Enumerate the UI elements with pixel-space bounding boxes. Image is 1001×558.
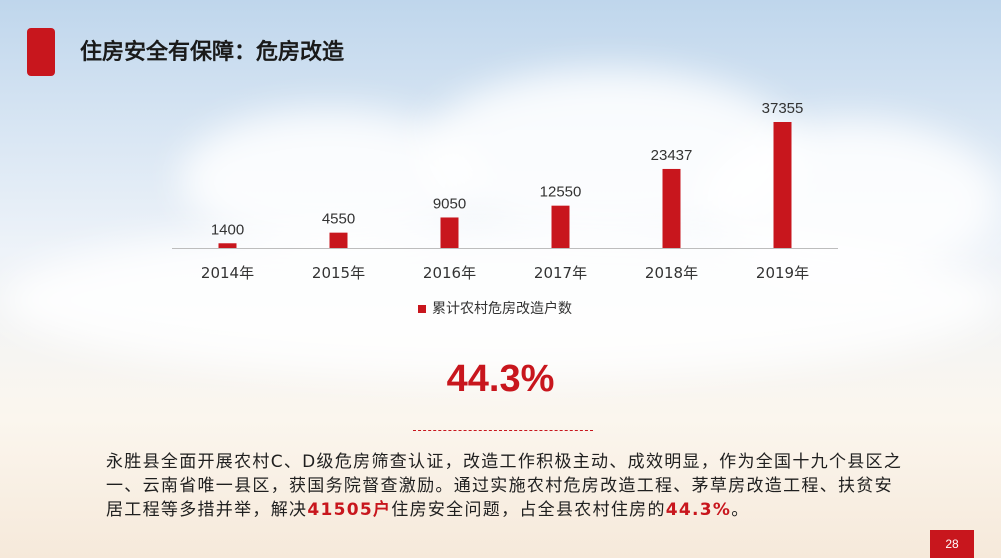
dashed-divider xyxy=(413,430,593,431)
bar xyxy=(329,232,348,248)
legend-label: 累计农村危房改造户数 xyxy=(432,300,572,317)
bar xyxy=(551,205,570,248)
x-tick-label: 2014年 xyxy=(201,264,254,282)
paragraph-text: 。 xyxy=(731,500,750,520)
bar xyxy=(218,243,237,248)
data-label: 9050 xyxy=(433,195,466,212)
x-tick-label: 2019年 xyxy=(756,264,809,282)
x-tick-label: 2016年 xyxy=(423,264,476,282)
paragraph-highlight-households: 41505户 xyxy=(307,500,392,520)
bar xyxy=(440,217,459,248)
page-title: 住房安全有保障：危房改造 xyxy=(80,40,345,65)
paragraph-text: 永胜县全面开展农村C、D级危房筛查认证，改造工作积极主动、成效明显，作为全国十九… xyxy=(106,452,903,520)
bar xyxy=(773,122,792,248)
bar xyxy=(662,168,681,248)
data-label: 12550 xyxy=(540,184,582,201)
data-label: 37355 xyxy=(762,100,804,117)
x-tick-label: 2015年 xyxy=(312,264,365,282)
paragraph-highlight-percentage: 44.3% xyxy=(665,500,732,520)
description-paragraph: 永胜县全面开展农村C、D级危房筛查认证，改造工作积极主动、成效明显，作为全国十九… xyxy=(106,450,906,522)
page-number: 28 xyxy=(930,530,974,558)
data-label: 23437 xyxy=(651,147,693,164)
bar-chart: 1400 2014年 4550 2015年 9050 2016年 12550 2017年 234… xyxy=(172,100,838,317)
data-label: 4550 xyxy=(322,211,355,228)
data-label: 1400 xyxy=(211,221,244,238)
background-cloud xyxy=(0,220,1001,380)
highlight-percentage: 44.3% xyxy=(446,358,555,400)
x-tick-label: 2018年 xyxy=(645,264,698,282)
legend-swatch xyxy=(418,305,426,313)
paragraph-text: 住房安全问题，占全县农村住房的 xyxy=(391,500,666,520)
x-tick-label: 2017年 xyxy=(534,264,587,282)
title-accent-bar xyxy=(27,28,55,76)
